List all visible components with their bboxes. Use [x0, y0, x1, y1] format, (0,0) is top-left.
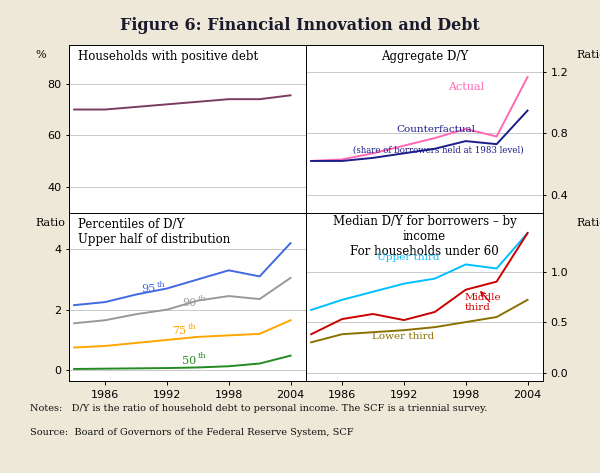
- Text: Ratio: Ratio: [36, 218, 65, 228]
- Text: %: %: [36, 50, 46, 60]
- Text: Source:  Board of Governors of the Federal Reserve System, SCF: Source: Board of Governors of the Federa…: [30, 428, 353, 437]
- Text: Ratio: Ratio: [576, 50, 600, 60]
- Text: th: th: [157, 280, 166, 289]
- Text: Lower third: Lower third: [373, 332, 434, 341]
- Text: 75: 75: [172, 326, 186, 336]
- Text: Middle
third: Middle third: [465, 293, 502, 312]
- Text: (share of borrowers held at 1983 level): (share of borrowers held at 1983 level): [353, 145, 524, 154]
- Text: Actual: Actual: [448, 82, 484, 92]
- Text: Ratio: Ratio: [576, 218, 600, 228]
- Text: 90: 90: [182, 298, 197, 308]
- Text: Percentiles of D/Y
Upper half of distribution: Percentiles of D/Y Upper half of distrib…: [79, 218, 231, 246]
- Text: Aggregate D/Y: Aggregate D/Y: [381, 50, 468, 63]
- Text: th: th: [198, 352, 206, 360]
- Text: Notes:   D/Y is the ratio of household debt to personal income. The SCF is a tri: Notes: D/Y is the ratio of household deb…: [30, 404, 487, 413]
- Text: Figure 6: Financial Innovation and Debt: Figure 6: Financial Innovation and Debt: [120, 17, 480, 34]
- Text: Median D/Y for borrowers – by
income
For households under 60: Median D/Y for borrowers – by income For…: [332, 215, 517, 257]
- Text: th: th: [187, 323, 196, 331]
- Text: 95: 95: [141, 284, 155, 294]
- Text: Upper third: Upper third: [377, 253, 440, 262]
- Text: 50: 50: [182, 356, 197, 366]
- Text: th: th: [198, 295, 206, 303]
- Text: Households with positive debt: Households with positive debt: [79, 50, 259, 63]
- Text: Counterfactual: Counterfactual: [396, 125, 475, 134]
